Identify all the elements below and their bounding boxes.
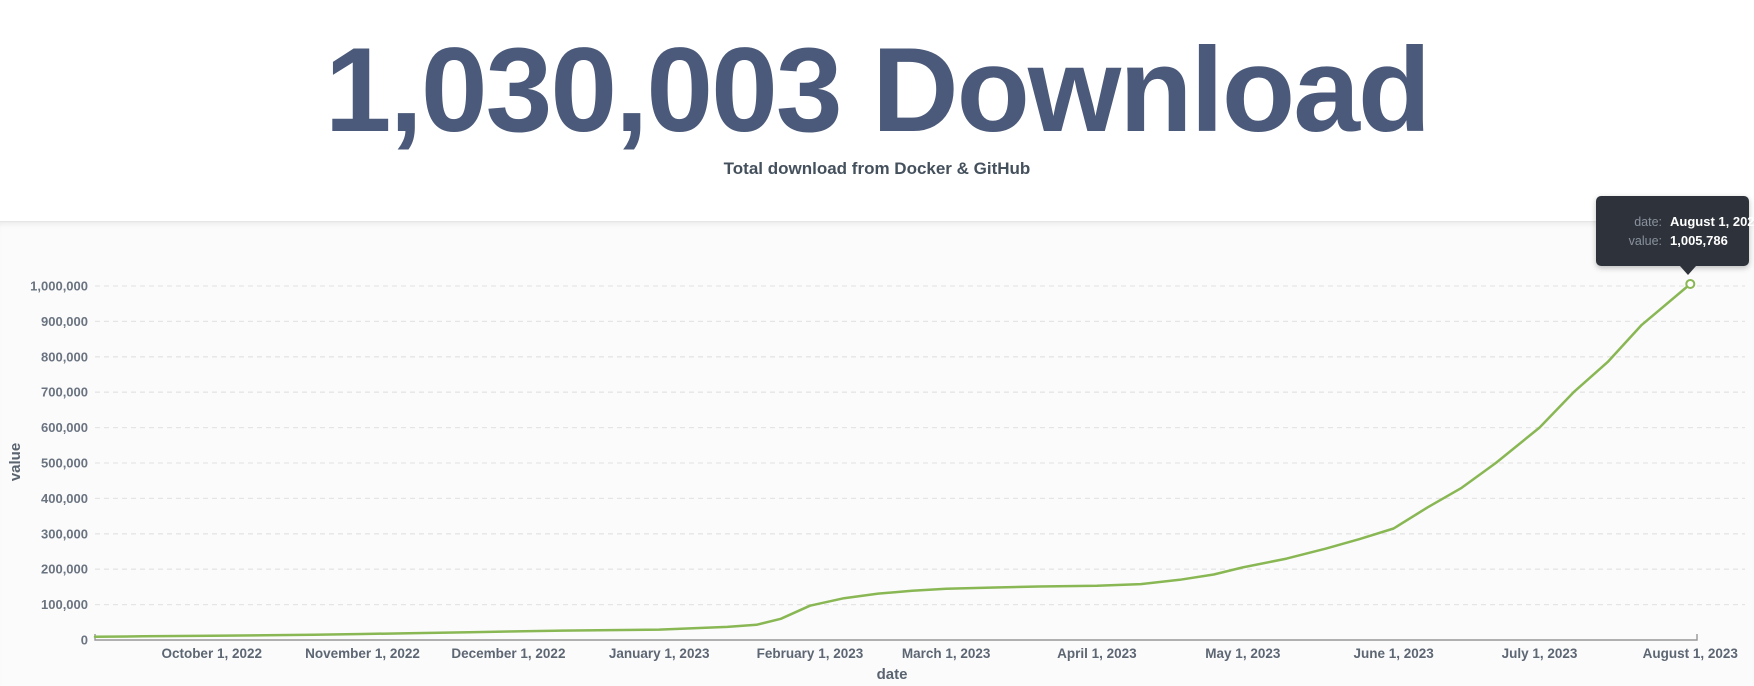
downloads-series-line [93,282,1692,639]
chart-canvas[interactable]: 0 100,000 200,000 300,000 400,000 500,000 600,… [0,222,1754,686]
y-tick-label: 700,000 [41,385,88,400]
x-tick-label: January 1, 2023 [609,646,710,661]
tooltip-date-label: date: [1634,215,1662,229]
x-tick-label: April 1, 2023 [1057,646,1137,661]
y-tick-label: 500,000 [41,456,88,471]
x-tick-label: November 1, 2022 [305,646,420,661]
y-tick-label: 0 [81,633,88,648]
y-tick-label: 400,000 [41,491,88,506]
x-tick-label: August 1, 2023 [1643,646,1739,661]
x-tick-label: June 1, 2023 [1353,646,1434,661]
y-tick-label: 600,000 [41,420,88,435]
y-tick-label: 900,000 [41,314,88,329]
x-tick-label: May 1, 2023 [1205,646,1281,661]
chart-tooltip: date: August 1, 2023 value: 1,005,786 [1596,196,1754,275]
x-axis-title: date [877,666,908,683]
tooltip-date-row: date: August 1, 2023 [1602,214,1754,229]
tooltip-value-label: value: [1628,234,1662,248]
y-tick-label: 800,000 [41,349,88,364]
page-title: 1,030,003 Download [324,23,1431,157]
y-tick-label: 200,000 [41,562,88,577]
tooltip-date-value: August 1, 2023 [1670,214,1754,229]
tooltip-pointer-icon [1680,266,1696,275]
x-tick-label: March 1, 2023 [902,646,991,661]
x-tick-label: October 1, 2022 [161,646,262,661]
page-subtitle: Total download from Docker & GitHub [723,159,1031,178]
hovered-point-marker[interactable] [1685,278,1696,289]
y-axis-title: value [7,443,24,481]
downloads-line-chart[interactable]: 0 100,000 200,000 300,000 400,000 500,000 600,… [0,222,1754,686]
header: 1,030,003 Download Total download from D… [0,0,1754,222]
tooltip-value-row: value: 1,005,786 [1602,233,1741,248]
tooltip-value-value: 1,005,786 [1670,233,1728,248]
y-tick-label: 300,000 [41,526,88,541]
x-tick-label: December 1, 2022 [451,646,565,661]
x-tick-label: February 1, 2023 [757,646,864,661]
y-tick-label: 1,000,000 [30,279,88,294]
x-tick-label: July 1, 2023 [1502,646,1578,661]
y-tick-label: 100,000 [41,597,88,612]
